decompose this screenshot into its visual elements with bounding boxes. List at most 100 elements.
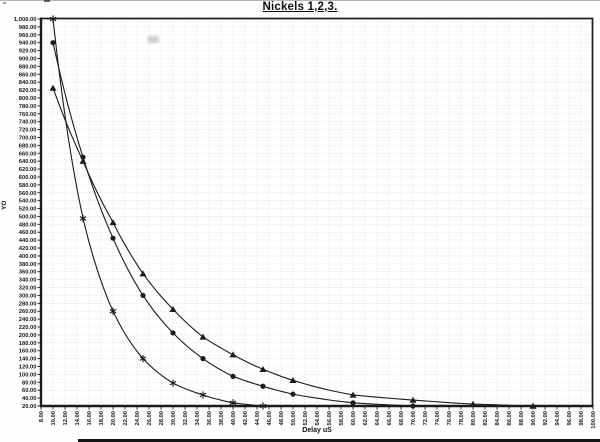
y-tick-label: 640.00 xyxy=(19,159,37,165)
asterisk-marker-icon xyxy=(229,399,237,407)
circle-marker-icon xyxy=(170,330,176,336)
scan-artifact-mark xyxy=(3,2,6,4)
x-tick-label: 52.00 xyxy=(303,411,309,426)
circle-marker-icon xyxy=(350,400,356,406)
series-markers-filled-circle xyxy=(50,40,416,409)
y-tick-label: 500.00 xyxy=(19,214,37,220)
y-tick-label: 80.00 xyxy=(22,380,37,386)
y-axis-title: YO xyxy=(1,200,8,210)
y-tick-label: 840.00 xyxy=(19,80,37,86)
asterisk-marker-icon xyxy=(109,307,117,315)
circle-marker-icon xyxy=(140,292,146,299)
x-axis-ticks xyxy=(40,406,594,410)
circle-marker-icon xyxy=(290,391,296,397)
x-tick-label: 14.00 xyxy=(75,411,81,426)
y-tick-label: 760.00 xyxy=(19,112,37,118)
y-tick-label: 960.00 xyxy=(19,33,37,39)
scan-artifact-smudge xyxy=(147,36,159,43)
circle-marker-icon xyxy=(230,373,236,379)
x-tick-label: 46.00 xyxy=(267,411,273,426)
y-tick-label: 600.00 xyxy=(19,175,37,181)
asterisk-marker-icon xyxy=(139,355,147,363)
grid-layer xyxy=(40,18,594,407)
triangle-marker-icon xyxy=(199,333,207,340)
y-tick-label: 360.00 xyxy=(19,270,37,276)
asterisk-marker-icon xyxy=(169,379,177,387)
y-tick-label: 880.00 xyxy=(19,64,37,70)
y-tick-label: 260.00 xyxy=(19,309,37,315)
x-tick-label: 86.00 xyxy=(507,411,513,426)
x-tick-label: 58.00 xyxy=(339,411,345,426)
y-tick-label: 460.00 xyxy=(19,230,37,236)
x-tick-label: 18.00 xyxy=(99,411,105,426)
x-tick-label: 28.00 xyxy=(159,411,165,426)
y-tick-label: 320.00 xyxy=(19,286,37,292)
x-tick-label: 82.00 xyxy=(483,411,489,426)
y-tick-label: 40.00 xyxy=(22,396,37,402)
y-tick-label: 540.00 xyxy=(19,199,37,205)
triangle-marker-icon xyxy=(49,84,57,91)
x-tick-label: 56.00 xyxy=(327,411,333,426)
circle-marker-icon xyxy=(110,235,116,241)
x-tick-label: 30.00 xyxy=(171,411,177,426)
y-tick-label: 480.00 xyxy=(19,222,37,228)
x-tick-label: 54.00 xyxy=(315,411,321,426)
triangle-marker-icon xyxy=(409,396,417,403)
y-tick-label: 720.00 xyxy=(19,128,37,134)
x-axis-tick-labels: 8.00 10.00 12.00 14.00 16.00 18.00 20.00 22.00 2… xyxy=(39,411,597,429)
y-tick-label: 180.00 xyxy=(19,341,37,347)
x-tick-label: 96.00 xyxy=(567,411,573,426)
scan-artifact-mark xyxy=(44,0,50,2)
y-tick-label: 400.00 xyxy=(19,254,37,260)
x-tick-label: 26.00 xyxy=(147,411,153,426)
x-tick-label: 22.00 xyxy=(123,411,129,426)
x-axis-title: Delay uS xyxy=(302,427,332,434)
x-tick-label: 60.00 xyxy=(351,411,357,426)
y-tick-label: 440.00 xyxy=(19,238,37,244)
x-tick-label: 16.00 xyxy=(87,411,93,426)
circle-marker-icon xyxy=(200,356,206,362)
y-tick-label: 900.00 xyxy=(19,56,37,62)
asterisk-marker-icon xyxy=(259,402,267,410)
y-tick-label: 100.00 xyxy=(19,372,37,378)
y-tick-label: 120.00 xyxy=(19,365,37,371)
y-tick-label: 740.00 xyxy=(19,120,37,126)
scan-artifact-top-edge xyxy=(0,0,600,1)
y-tick-label: 860.00 xyxy=(19,72,37,78)
y-tick-label: 580.00 xyxy=(19,183,37,189)
triangle-marker-icon xyxy=(259,365,267,372)
scan-artifact-bottom-edge xyxy=(78,439,600,442)
series-curve xyxy=(52,18,264,407)
y-tick-label: 1,000.00 xyxy=(14,17,37,23)
x-tick-label: 90.00 xyxy=(531,411,537,426)
x-tick-label: 68.00 xyxy=(399,411,405,426)
y-tick-label: 780.00 xyxy=(19,104,37,110)
circle-marker-icon xyxy=(50,40,56,46)
y-tick-label: 620.00 xyxy=(19,167,37,173)
x-tick-label: 92.00 xyxy=(543,411,549,426)
circle-marker-icon xyxy=(260,383,266,389)
triangle-marker-icon xyxy=(349,391,357,398)
triangle-marker-icon xyxy=(169,305,177,312)
x-tick-label: 44.00 xyxy=(255,411,261,426)
y-tick-label: 800.00 xyxy=(19,96,37,102)
x-tick-label: 72.00 xyxy=(423,411,429,426)
y-tick-label: 200.00 xyxy=(19,333,37,339)
x-tick-label: 36.00 xyxy=(207,411,213,426)
triangle-marker-icon xyxy=(229,351,237,358)
x-tick-label: 80.00 xyxy=(471,411,477,426)
x-tick-label: 94.00 xyxy=(555,411,561,426)
series-markers-asterisk xyxy=(49,15,267,410)
triangle-marker-icon xyxy=(469,400,477,407)
y-tick-label: 920.00 xyxy=(19,49,37,55)
x-tick-label: 74.00 xyxy=(435,411,441,426)
x-tick-label: 50.00 xyxy=(291,411,297,426)
x-tick-label: 24.00 xyxy=(135,411,141,426)
y-tick-label: 160.00 xyxy=(19,349,37,355)
circle-marker-icon xyxy=(410,403,416,409)
y-tick-label: 560.00 xyxy=(19,191,37,197)
y-tick-label: 340.00 xyxy=(19,278,37,284)
x-tick-label: 64.00 xyxy=(375,411,381,426)
